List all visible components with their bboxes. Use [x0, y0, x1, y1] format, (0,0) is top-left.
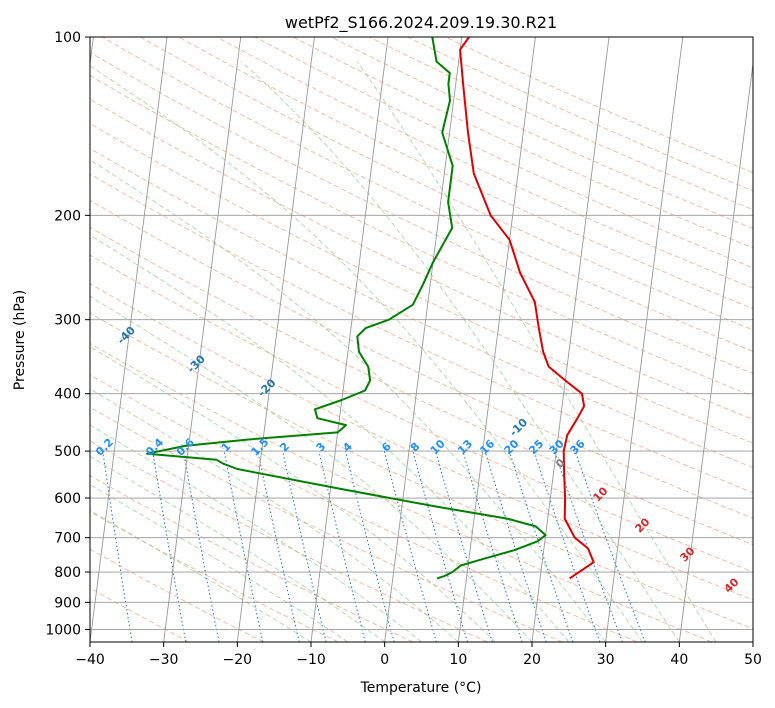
x-tick-label: 30 [597, 652, 615, 668]
moist-adiabat-line [90, 295, 533, 642]
dry-adiabat-line [90, 147, 753, 469]
moist-adiabat-line [90, 159, 607, 642]
isotherm-line [678, 60, 753, 642]
dry-adiabat-line [216, 37, 753, 289]
series-layer [146, 37, 595, 580]
dry-adiabat-line [254, 37, 753, 269]
isotherm-line [457, 37, 536, 642]
dry-adiabat-line [90, 406, 563, 642]
moist-adiabat-line [90, 346, 496, 642]
dewpoint-profile-line [146, 37, 547, 580]
y-tick-label: 300 [54, 313, 81, 329]
y-tick-label: 400 [54, 387, 81, 403]
x-tick-label: 10 [449, 652, 467, 668]
mixing-ratio-line [508, 450, 574, 642]
mixing-ratio-line [435, 450, 493, 642]
y-tick-label: 1000 [45, 622, 81, 638]
y-axis-ticks: 100 200 300 400 500 600 700 800 900 1000 [45, 30, 90, 638]
x-tick-label: −40 [75, 652, 105, 668]
x-tick-label: 50 [744, 652, 762, 668]
mixing-ratio-line [318, 450, 366, 642]
grid-lines [90, 37, 753, 642]
moist-adiabat-line [90, 455, 385, 642]
plot-frame [89, 36, 754, 643]
dry-adiabat-line [90, 374, 638, 642]
mixing-ratio-line [152, 451, 187, 642]
x-tick-label: −10 [296, 652, 326, 668]
x-tick-label: 0 [380, 652, 389, 668]
y-tick-label: 500 [54, 444, 81, 460]
y-tick-label: 800 [54, 565, 81, 581]
dry-adiabat-line [445, 37, 753, 174]
isotherm-line [163, 37, 242, 642]
y-tick-label: 600 [54, 491, 81, 507]
dry-adiabat-line [90, 440, 488, 642]
moist-adiabat-line [90, 483, 349, 642]
x-axis-ticks: −40 −30 −20 −10 0 10 20 30 40 50 [75, 642, 762, 668]
y-tick-label: 200 [54, 208, 81, 224]
mixing-ratio-line [484, 450, 547, 642]
y-tick-label: 100 [54, 30, 81, 46]
moist-adiabat-line [90, 65, 643, 642]
x-tick-label: 40 [670, 652, 688, 668]
dry-adiabat-line [90, 122, 753, 444]
temperature-profile-line [459, 37, 595, 580]
y-axis-label: Pressure (hPa) [12, 290, 28, 390]
x-axis-label: Temperature (°C) [360, 680, 482, 696]
x-tick-label: 20 [523, 652, 541, 668]
moist-adiabat-line [90, 424, 422, 642]
dry-adiabat-line [90, 283, 753, 601]
background-lines [90, 37, 753, 642]
x-tick-label: −30 [149, 652, 179, 668]
isotherm-line [310, 37, 389, 642]
y-tick-label: 700 [54, 531, 81, 547]
plot-area: -100-90-80-70-60-50-40-30-20-1000.10.20.… [90, 37, 753, 642]
dry-adiabat-line [90, 98, 753, 420]
isotherm-line [605, 37, 684, 642]
mixing-ratio-line [462, 450, 523, 642]
dry-adiabat-line [407, 37, 753, 192]
dry-adiabat-line [102, 37, 753, 352]
mixing-ratio-line [282, 450, 327, 642]
isotherm-line [236, 37, 315, 642]
moist-adiabat-line [90, 388, 459, 642]
dry-adiabat-line [90, 226, 753, 546]
mixing-ratio-line [533, 450, 601, 642]
moist-adiabat-line [90, 234, 570, 642]
chart-title: wetPf2_S166.2024.209.19.30.R21 [285, 13, 557, 33]
mixing-ratio-line [345, 450, 395, 642]
mixing-ratio-line [257, 451, 300, 642]
mixing-ratio-line [102, 451, 133, 642]
dry-adiabat-line [90, 51, 753, 375]
y-tick-label: 900 [54, 595, 81, 611]
dry-adiabat-line [292, 37, 753, 249]
mixing-ratio-line [183, 451, 220, 642]
dry-adiabat-line [90, 254, 753, 573]
mixing-ratio-line [383, 450, 437, 642]
dry-adiabat-line [90, 475, 414, 642]
isotherm-line [531, 37, 610, 642]
mixing-ratio-line [412, 450, 468, 642]
isotherm-line [384, 37, 463, 642]
x-tick-label: −20 [223, 652, 253, 668]
isotherm-line [90, 37, 168, 642]
mixing-ratio-line [223, 451, 264, 642]
moist-adiabat-line [240, 61, 680, 642]
